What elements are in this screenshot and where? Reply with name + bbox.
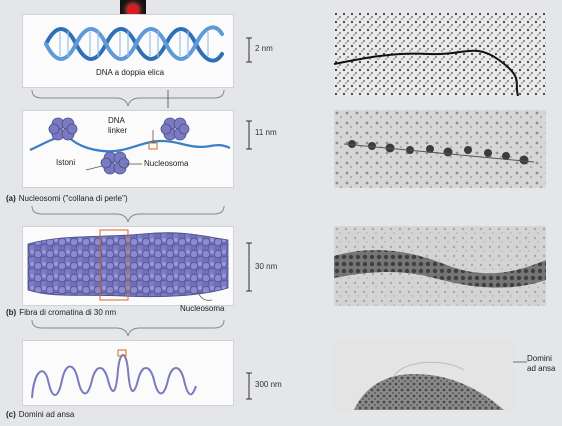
fiber-micrograph <box>334 226 546 306</box>
nucleosome-scale-bar <box>246 120 252 150</box>
loop-scale-bar <box>246 372 252 400</box>
loop-domains-label-1: Domini <box>527 354 552 363</box>
linker-label-1: DNA <box>108 116 125 125</box>
dna-scale-label: 2 nm <box>255 44 273 53</box>
nucleosome-label: Nucleosoma <box>144 159 189 168</box>
nucleosome-panel: DNA linker Istoni Nucleosoma <box>22 110 234 188</box>
fiber-nucleosome-label: Nucleosoma <box>180 304 225 313</box>
nucleosome-scale-label: 11 nm <box>255 128 277 137</box>
dna-label: DNA a doppia elica <box>96 68 165 77</box>
panel-a-letter: (a) <box>6 194 16 203</box>
histones-label: Istoni <box>56 158 76 167</box>
fiber-scale-bar <box>246 242 252 292</box>
loop-micrograph <box>334 340 514 410</box>
panel-b-caption: (b) Fibra di cromatina di 30 nm <box>6 308 116 317</box>
linker-label-2: linker <box>108 126 128 135</box>
panel-b-caption-text: Fibra di cromatina di 30 nm <box>19 308 117 317</box>
connector-brace-2 <box>31 205 225 223</box>
nucleosome-drawing <box>29 117 231 175</box>
loop-domains-label-2: ad ansa <box>527 364 556 373</box>
loop-drawing <box>31 349 197 399</box>
panel-a-caption: (a) Nucleosomi ("collana di perle") <box>6 194 128 203</box>
fiber-scale-label: 30 nm <box>255 262 278 271</box>
nucleosome-micrograph <box>334 110 546 188</box>
dna-scale-bar <box>246 37 252 63</box>
panel-b-letter: (b) <box>6 308 17 317</box>
dna-micrograph <box>334 12 546 96</box>
fiber-drawing <box>27 229 229 301</box>
dna-helix-panel: DNA a doppia elica <box>22 14 234 88</box>
connector-brace-1 <box>31 89 225 108</box>
panel-c-caption-text: Domini ad ansa <box>18 410 75 419</box>
dna-helix-drawing <box>44 25 224 63</box>
panel-c-letter: (c) <box>6 410 16 419</box>
loop-domains-pointer <box>513 361 527 363</box>
connector-brace-3 <box>31 319 225 337</box>
loop-scale-label: 300 nm <box>255 380 282 389</box>
panel-a-caption-text: Nucleosomi ("collana di perle") <box>18 194 128 203</box>
loop-panel <box>22 340 234 406</box>
panel-c-caption: (c) Domini ad ansa <box>6 410 74 419</box>
fiber-panel <box>22 226 234 306</box>
